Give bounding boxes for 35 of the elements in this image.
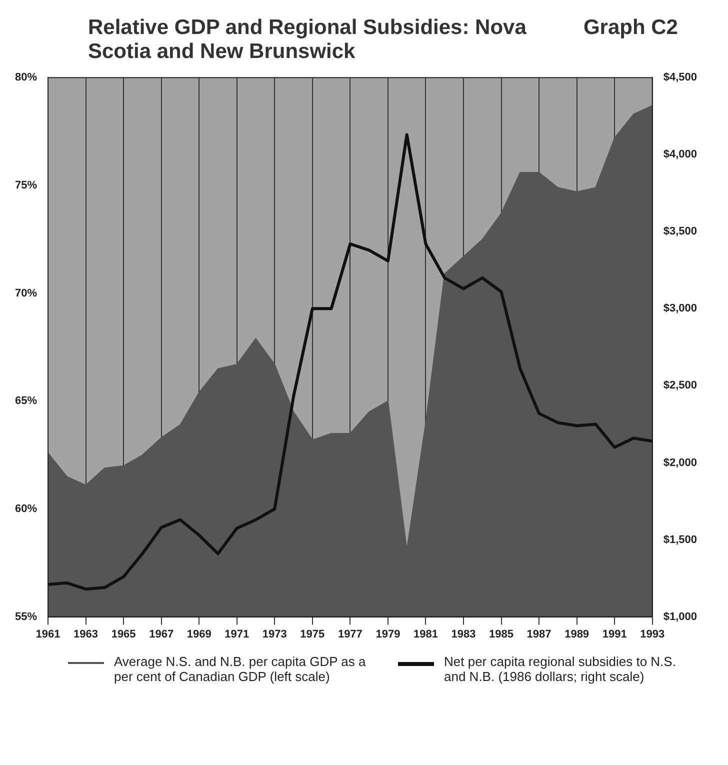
legend-label: Net per capita regional subsidies to N.S. and N.B. (1986 dollars; right scale) — [444, 654, 677, 684]
y-tick-label: 65% — [14, 395, 38, 408]
x-tick-label: 1981 — [413, 628, 438, 640]
chart-subtitle: Graph C2 — [583, 16, 678, 40]
x-tick-label: 1969 — [186, 628, 212, 640]
x-tick-label: 1987 — [526, 628, 552, 640]
x-tick-label: 1989 — [564, 628, 590, 640]
x-tick-label: 1983 — [451, 628, 476, 640]
x-tick-label: 1991 — [602, 628, 627, 640]
x-tick-label: 1965 — [111, 628, 136, 640]
y2-tick-label: $1,500 — [663, 534, 698, 546]
y-tick-label: 55% — [14, 610, 38, 623]
y2-tick-label: $3,000 — [663, 302, 698, 315]
y2-tick-label: $3,500 — [663, 226, 698, 238]
x-tick-label: 1993 — [640, 628, 665, 640]
x-tick-label: 1975 — [300, 628, 325, 640]
y2-tick-label: $2,000 — [663, 456, 698, 469]
x-tick-label: 1961 — [36, 628, 60, 640]
x-tick-label: 1973 — [262, 628, 287, 640]
x-tick-label: 1963 — [74, 628, 98, 640]
x-tick-label: 1971 — [224, 628, 250, 640]
legend-label: Average N.S. and N.B. per capita GDP as a per cent of Canadian GDP (left scale) — [114, 654, 367, 684]
y-tick-label: 60% — [14, 502, 38, 515]
x-tick-label: 1979 — [376, 628, 400, 640]
y-tick-label: 80% — [14, 72, 38, 84]
x-tick-label: 1985 — [489, 628, 514, 640]
y2-tick-label: $4,000 — [663, 148, 698, 161]
x-tick-label: 1967 — [149, 628, 174, 640]
y2-tick-label: $4,500 — [663, 72, 698, 84]
y-tick-label: 70% — [14, 287, 38, 300]
chart-title: Relative GDP and Regional Subsidies: Nova Scotia and New Brunswick — [88, 16, 528, 64]
x-tick-label: 1977 — [338, 628, 362, 640]
y-tick-label: 75% — [14, 179, 38, 192]
y2-tick-label: $2,500 — [663, 380, 698, 392]
y2-tick-label: $1,000 — [663, 610, 698, 623]
